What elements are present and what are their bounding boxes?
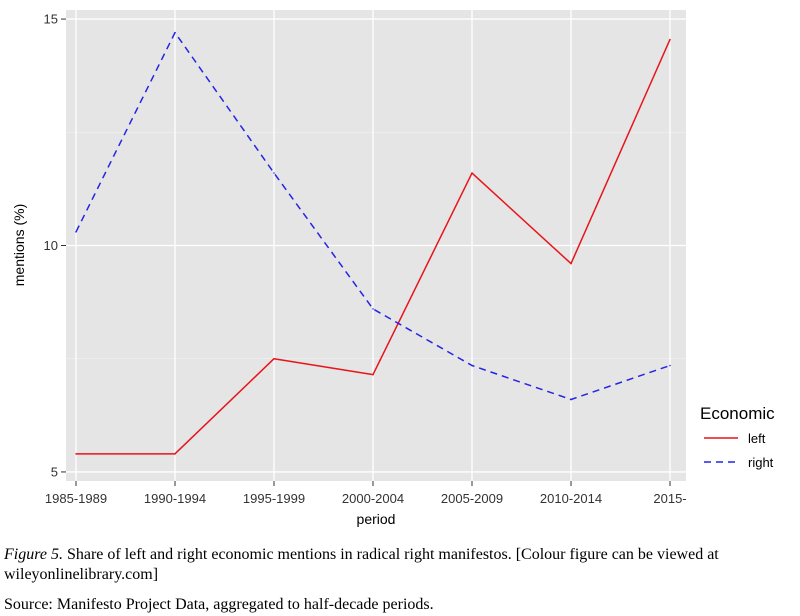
source-note: Source: Manifesto Project Data, aggregat… (4, 596, 434, 613)
legend-title: Economic (700, 404, 775, 423)
y-tick-label: 10 (44, 238, 58, 253)
data-point-left (372, 373, 374, 376)
series-layer (75, 31, 671, 455)
x-tick-label: 2015- (653, 491, 686, 506)
x-tick-label: 1995-1999 (243, 491, 305, 506)
line-chart: 5 10 15 1985-1989 1990-1994 1995-1999 2000-200… (11, 10, 775, 527)
data-point-right (75, 231, 77, 233)
axes: 5 10 15 1985-1989 1990-1994 1995-1999 2000-200… (44, 12, 687, 506)
data-point-left (75, 453, 77, 455)
data-point-right (570, 398, 572, 401)
x-tick-label: 2000-2004 (342, 491, 404, 506)
data-point-left (273, 357, 275, 360)
legend-label-left: left (748, 431, 766, 446)
data-point-left (570, 262, 572, 265)
x-tick-label: 2010-2014 (540, 491, 602, 506)
y-tick-label: 15 (44, 12, 58, 27)
x-tick-label: 1985-1989 (45, 491, 107, 506)
data-point-right (669, 364, 671, 367)
data-point-left (471, 172, 473, 174)
figure-caption: Figure 5. Share of left and right econom… (4, 545, 798, 585)
x-axis-title: period (357, 511, 396, 527)
y-tick-label: 5 (51, 464, 58, 479)
legend-label-right: right (748, 455, 774, 470)
x-tick-label: 2005-2009 (441, 491, 503, 506)
grid-lines (66, 10, 686, 481)
legend: Economic left right (700, 404, 775, 470)
data-point-right (471, 364, 473, 367)
y-axis-title: mentions (%) (11, 204, 27, 286)
data-point-right (174, 31, 176, 34)
caption-text: Share of left and right economic mention… (4, 546, 719, 583)
figure-label: Figure 5. (4, 546, 63, 563)
data-point-right (273, 172, 275, 174)
data-point-right (372, 308, 374, 310)
data-point-left (669, 38, 671, 41)
x-tick-label: 1990-1994 (144, 491, 206, 506)
data-point-left (174, 453, 176, 455)
